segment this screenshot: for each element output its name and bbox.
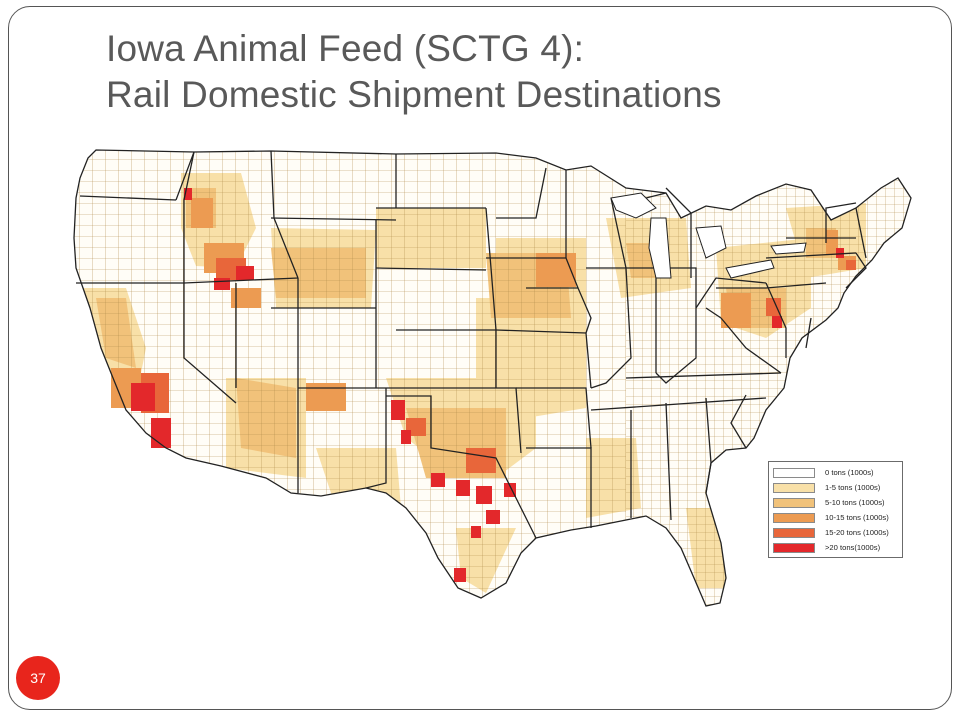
map-legend: 0 tons (1000s) 1-5 tons (1000s) 5-10 ton… <box>768 461 903 558</box>
legend-item: 10-15 tons (1000s) <box>773 510 898 525</box>
legend-label: >20 tons(1000s) <box>825 543 881 552</box>
title-line-1: Iowa Animal Feed (SCTG 4): <box>106 28 585 69</box>
state-boundaries <box>73 149 912 607</box>
slide-title: Iowa Animal Feed (SCTG 4): Rail Domestic… <box>106 26 722 118</box>
legend-item: 15-20 tons (1000s) <box>773 525 898 540</box>
legend-swatch <box>773 482 815 493</box>
legend-label: 15-20 tons (1000s) <box>825 528 889 537</box>
legend-item: 0 tons (1000s) <box>773 465 898 480</box>
us-county-map <box>66 148 922 648</box>
legend-label: 1-5 tons (1000s) <box>825 483 881 492</box>
legend-label: 10-15 tons (1000s) <box>825 513 889 522</box>
legend-swatch <box>773 512 815 523</box>
legend-swatch <box>773 467 815 478</box>
legend-item: 1-5 tons (1000s) <box>773 480 898 495</box>
legend-item: 5-10 tons (1000s) <box>773 495 898 510</box>
legend-item: >20 tons(1000s) <box>773 540 898 555</box>
legend-swatch <box>773 542 815 553</box>
slide-number-badge: 37 <box>16 656 60 700</box>
great-lakes <box>610 192 807 279</box>
legend-swatch <box>773 527 815 538</box>
legend-label: 5-10 tons (1000s) <box>825 498 885 507</box>
title-line-2: Rail Domestic Shipment Destinations <box>106 74 722 115</box>
legend-swatch <box>773 497 815 508</box>
legend-label: 0 tons (1000s) <box>825 468 874 477</box>
tier-over-20-regions <box>131 188 844 582</box>
